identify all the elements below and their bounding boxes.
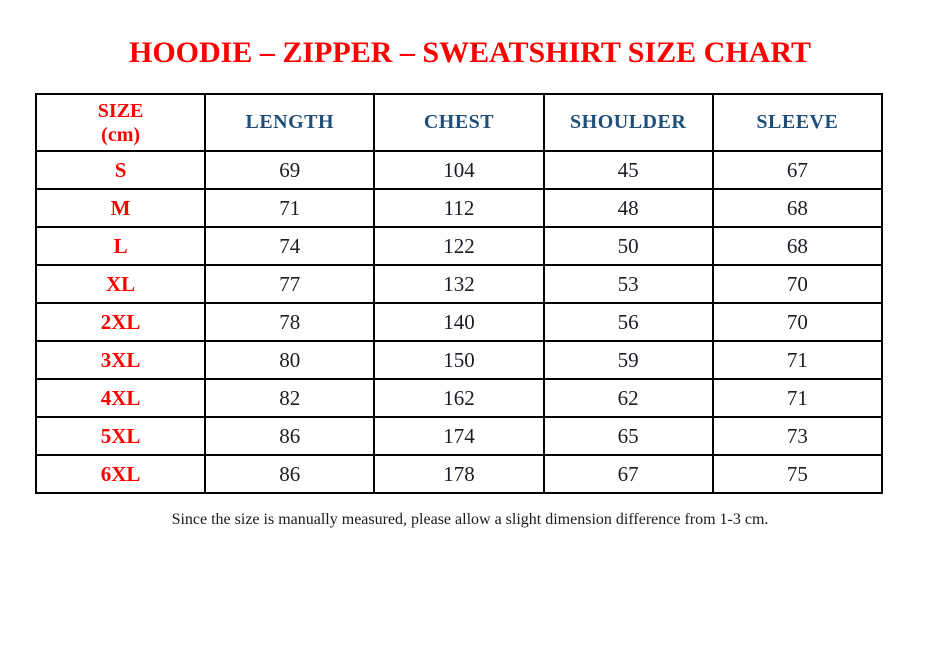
size-label: 6XL <box>34 454 207 494</box>
header-row: SIZE (cm) LENGTH CHEST SHOULDER SLEEVE <box>34 93 884 152</box>
shoulder-value: 50 <box>542 226 714 266</box>
stray-dot: . <box>474 35 478 51</box>
size-label: XL <box>34 264 207 304</box>
size-label: 5XL <box>34 416 207 456</box>
sleeve-value: 68 <box>711 226 884 266</box>
length-value: 82 <box>204 378 376 418</box>
length-value: 86 <box>204 416 376 456</box>
col-header-chest: CHEST <box>373 93 545 152</box>
chest-value: 122 <box>373 226 545 266</box>
table-row: 4XL 82 162 62 71 <box>34 378 884 418</box>
table-row: 6XL 86 178 67 75 <box>34 454 884 494</box>
table-row: M 71 112 48 68 <box>34 188 884 228</box>
length-value: 77 <box>204 264 376 304</box>
sleeve-value: 73 <box>711 416 884 456</box>
chest-value: 140 <box>373 302 545 342</box>
table-row: S 69 104 45 67 <box>34 150 884 190</box>
shoulder-value: 56 <box>542 302 714 342</box>
table-row: XL 77 132 53 70 <box>34 264 884 304</box>
sleeve-value: 75 <box>711 454 884 494</box>
sleeve-value: 71 <box>711 378 884 418</box>
chest-value: 162 <box>373 378 545 418</box>
length-value: 69 <box>204 150 376 190</box>
col-header-sleeve: SLEEVE <box>711 93 884 152</box>
size-label: 4XL <box>34 378 207 418</box>
shoulder-value: 59 <box>542 340 714 380</box>
sleeve-value: 70 <box>711 264 884 304</box>
length-value: 71 <box>204 188 376 228</box>
sleeve-value: 67 <box>711 150 884 190</box>
shoulder-value: 48 <box>542 188 714 228</box>
shoulder-value: 67 <box>542 454 714 494</box>
table-row: L 74 122 50 68 <box>34 226 884 266</box>
col-header-size-line2: (cm) <box>101 123 141 146</box>
sleeve-value: 71 <box>711 340 884 380</box>
size-label: S <box>34 150 207 190</box>
table-header: SIZE (cm) LENGTH CHEST SHOULDER SLEEVE <box>34 93 884 152</box>
chest-value: 104 <box>373 150 545 190</box>
size-label: 2XL <box>34 302 207 342</box>
shoulder-value: 62 <box>542 378 714 418</box>
shoulder-value: 65 <box>542 416 714 456</box>
measurement-disclaimer: Since the size is manually measured, ple… <box>171 511 769 528</box>
length-value: 78 <box>204 302 376 342</box>
sleeve-value: 70 <box>711 302 884 342</box>
size-label: 3XL <box>34 340 207 380</box>
table-body: S 69 104 45 67 M 71 112 48 68 L 74 122 5… <box>34 150 884 494</box>
chest-value: 132 <box>373 264 545 304</box>
col-header-size: SIZE (cm) <box>34 93 207 152</box>
length-value: 80 <box>204 340 376 380</box>
size-label: M <box>34 188 207 228</box>
chest-value: 174 <box>373 416 545 456</box>
sleeve-value: 68 <box>711 188 884 228</box>
table-row: 5XL 86 174 65 73 <box>34 416 884 456</box>
size-chart-table: SIZE (cm) LENGTH CHEST SHOULDER SLEEVE S… <box>34 93 884 494</box>
col-header-length: LENGTH <box>204 93 376 152</box>
length-value: 74 <box>204 226 376 266</box>
shoulder-value: 45 <box>542 150 714 190</box>
chest-value: 150 <box>373 340 545 380</box>
col-header-shoulder: SHOULDER <box>542 93 714 152</box>
table-row: 2XL 78 140 56 70 <box>34 302 884 342</box>
table-row: 3XL 80 150 59 71 <box>34 340 884 380</box>
chest-value: 178 <box>373 454 545 494</box>
size-label: L <box>34 226 207 266</box>
col-header-size-line1: SIZE <box>97 99 144 122</box>
shoulder-value: 53 <box>542 264 714 304</box>
page-title: HOODIE – ZIPPER – SWEATSHIRT SIZE CHART <box>129 36 811 69</box>
chest-value: 112 <box>373 188 545 228</box>
length-value: 86 <box>204 454 376 494</box>
